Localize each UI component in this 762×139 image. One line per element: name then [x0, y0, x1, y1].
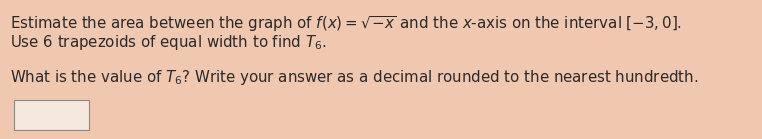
Text: Use 6 trapezoids of equal width to find $T_6$.: Use 6 trapezoids of equal width to find … [10, 33, 327, 52]
FancyBboxPatch shape [14, 100, 89, 130]
Text: Estimate the area between the graph of $f(x) = \sqrt{-x}$ and the $x$-axis on th: Estimate the area between the graph of $… [10, 14, 682, 34]
Text: What is the value of $T_6$? Write your answer as a decimal rounded to the neares: What is the value of $T_6$? Write your a… [10, 68, 698, 87]
